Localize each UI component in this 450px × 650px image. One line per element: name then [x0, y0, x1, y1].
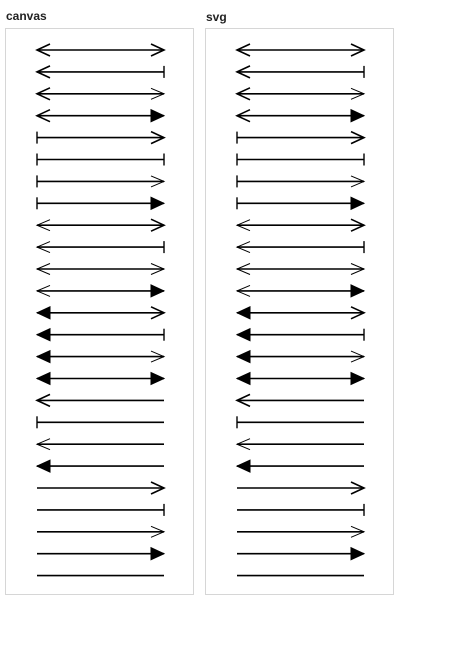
canvas-arrow-7-end-thin-head: [150, 175, 166, 188]
canvas-arrow-16: [35, 371, 166, 386]
canvas-arrow-12: [35, 284, 166, 298]
canvas-arrow-19: [35, 438, 164, 451]
canvas-arrow-13-end-open-head: [150, 306, 166, 320]
canvas-arrow-20: [35, 459, 164, 473]
svg-arrow-16-start-filled-head: [235, 371, 251, 386]
svg-arrow-13-start-filled-head: [235, 306, 251, 320]
canvas-arrow-6: [36, 153, 165, 166]
canvas-arrow-3-start-open-head: [35, 87, 51, 101]
svg-arrow-10-start-thin-head: [235, 241, 251, 254]
svg-arrow-list: [235, 43, 366, 577]
svg-arrow-11-start-thin-head: [235, 263, 251, 275]
canvas-arrow-21: [37, 481, 166, 495]
canvas-arrow-12-start-thin-head: [35, 284, 51, 297]
canvas-arrow-17: [35, 393, 164, 408]
svg-arrow-15-end-thin-head: [350, 350, 366, 363]
canvas-arrow-10-start-thin-head: [35, 241, 51, 254]
svg-arrow-23-end-thin-head: [350, 525, 366, 538]
svg-arrow-15-start-filled-head: [235, 349, 251, 364]
canvas-arrow-3: [35, 87, 166, 101]
canvas-arrow-18: [36, 416, 164, 429]
canvas-arrow-9-end-open-head: [150, 218, 166, 232]
svg-arrow-13-end-open-head: [350, 306, 366, 320]
canvas-arrow-13: [35, 306, 166, 320]
canvas-panel: [5, 28, 194, 595]
canvas-arrow-2-start-open-head: [35, 65, 51, 79]
canvas-arrow-19-start-thin-head: [35, 438, 51, 451]
canvas-arrow-9-start-thin-head: [35, 219, 51, 232]
canvas-arrow-list: [35, 43, 166, 577]
canvas-arrow-4-start-open-head: [35, 108, 51, 123]
svg-arrow-3-end-thin-head: [350, 87, 366, 100]
canvas-arrow-15-start-filled-head: [35, 349, 51, 364]
canvas-arrow-1: [35, 43, 166, 57]
canvas-arrow-23-end-thin-head: [150, 525, 166, 538]
canvas-arrow-4-end-filled-head: [150, 108, 166, 123]
canvas-arrow-7: [36, 175, 166, 188]
svg-arrow-8-end-filled-head: [350, 196, 366, 211]
canvas-arrow-9: [35, 218, 166, 232]
canvas-arrow-16-end-filled-head: [150, 371, 166, 386]
svg-arrow-20-start-filled-head: [235, 459, 251, 473]
canvas-arrow-1-start-open-head: [35, 43, 51, 57]
svg-arrow-1-start-open-head: [235, 43, 251, 57]
canvas-arrow-11: [35, 263, 166, 275]
svg-arrow-12-start-thin-head: [235, 284, 251, 297]
canvas-arrow-24-end-filled-head: [150, 546, 166, 561]
svg-arrow-9-end-open-head: [350, 218, 366, 232]
canvas-arrow-17-start-open-head: [35, 393, 51, 408]
canvas-arrow-14: [35, 327, 165, 342]
svg-arrow-7-end-thin-head: [350, 175, 366, 188]
canvas-arrow-5: [36, 130, 166, 145]
svg-arrow-1-end-open-head: [350, 43, 366, 57]
canvas-arrow-8: [36, 196, 166, 211]
canvas-arrow-12-end-filled-head: [150, 284, 166, 298]
canvas-arrow-14-start-filled-head: [35, 327, 51, 342]
canvas-arrow-1-end-open-head: [150, 43, 166, 57]
canvas-arrow-8-end-filled-head: [150, 196, 166, 211]
canvas-arrow-21-end-open-head: [150, 481, 166, 495]
canvas-arrow-3-end-thin-head: [150, 87, 166, 100]
svg-arrow-4-end-filled-head: [350, 108, 366, 123]
svg-arrow-14-start-filled-head: [235, 327, 251, 342]
svg-arrow-19-start-thin-head: [235, 438, 251, 451]
canvas-arrow-13-start-filled-head: [35, 306, 51, 320]
svg-arrow-2-start-open-head: [235, 65, 251, 79]
svg-arrow-4-start-open-head: [235, 108, 251, 123]
svg-arrow-21-end-open-head: [350, 481, 366, 495]
canvas-arrow-16-start-filled-head: [35, 371, 51, 386]
svg-panel-title: svg: [206, 10, 227, 24]
svg-arrow-12-end-filled-head: [350, 284, 366, 298]
svg-panel: [205, 28, 394, 595]
canvas-arrow-10: [35, 241, 165, 254]
canvas-arrow-20-start-filled-head: [35, 459, 51, 473]
svg-arrow-3-start-open-head: [235, 87, 251, 101]
svg-arrow-16-end-filled-head: [350, 371, 366, 386]
svg-arrow-17-start-open-head: [235, 393, 251, 408]
canvas-arrow-5-end-open-head: [150, 130, 166, 145]
canvas-arrow-24: [37, 546, 166, 561]
canvas-arrow-11-start-thin-head: [35, 263, 51, 275]
canvas-arrow-11-end-thin-head: [150, 263, 166, 275]
svg-arrow-9-start-thin-head: [235, 219, 251, 232]
svg-arrow-11-end-thin-head: [350, 263, 366, 275]
canvas-arrow-15: [35, 349, 166, 364]
canvas-arrow-15-end-thin-head: [150, 350, 166, 363]
canvas-arrow-22: [37, 503, 165, 516]
canvas-arrow-2: [35, 65, 165, 79]
svg-arrow-5-end-open-head: [350, 130, 366, 145]
canvas-panel-title: canvas: [6, 9, 47, 23]
canvas-arrow-4: [35, 108, 166, 123]
canvas-arrow-23: [37, 525, 166, 538]
svg-arrow-24-end-filled-head: [350, 546, 366, 561]
